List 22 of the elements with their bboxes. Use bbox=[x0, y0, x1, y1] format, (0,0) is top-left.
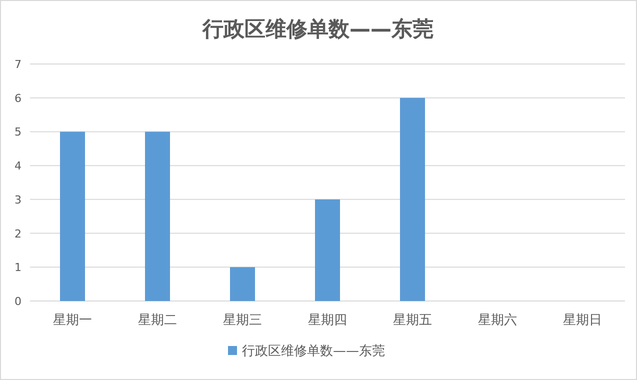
x-tick-label: 星期三 bbox=[223, 313, 262, 328]
bar bbox=[60, 132, 85, 301]
y-tick-label: 6 bbox=[14, 92, 22, 105]
bar bbox=[230, 267, 255, 301]
legend-label: 行政区维修单数——东莞 bbox=[242, 344, 385, 359]
bar bbox=[315, 199, 340, 301]
chart-title: 行政区维修单数——东莞 bbox=[202, 17, 434, 41]
x-tick-label: 星期一 bbox=[53, 313, 92, 328]
y-tick-label: 3 bbox=[14, 193, 22, 206]
x-tick-label: 星期四 bbox=[308, 313, 347, 328]
bar bbox=[145, 132, 170, 301]
y-tick-label: 1 bbox=[14, 261, 22, 274]
x-tick-label: 星期五 bbox=[393, 313, 432, 328]
y-tick-label: 2 bbox=[14, 227, 22, 240]
y-tick-label: 5 bbox=[14, 126, 22, 139]
x-tick-label: 星期二 bbox=[138, 313, 177, 328]
y-tick-label: 0 bbox=[14, 295, 22, 308]
y-tick-label: 7 bbox=[14, 58, 22, 71]
x-tick-label: 星期日 bbox=[563, 313, 602, 328]
y-tick-label: 4 bbox=[14, 160, 22, 173]
bar bbox=[400, 98, 425, 301]
x-tick-label: 星期六 bbox=[478, 313, 517, 328]
